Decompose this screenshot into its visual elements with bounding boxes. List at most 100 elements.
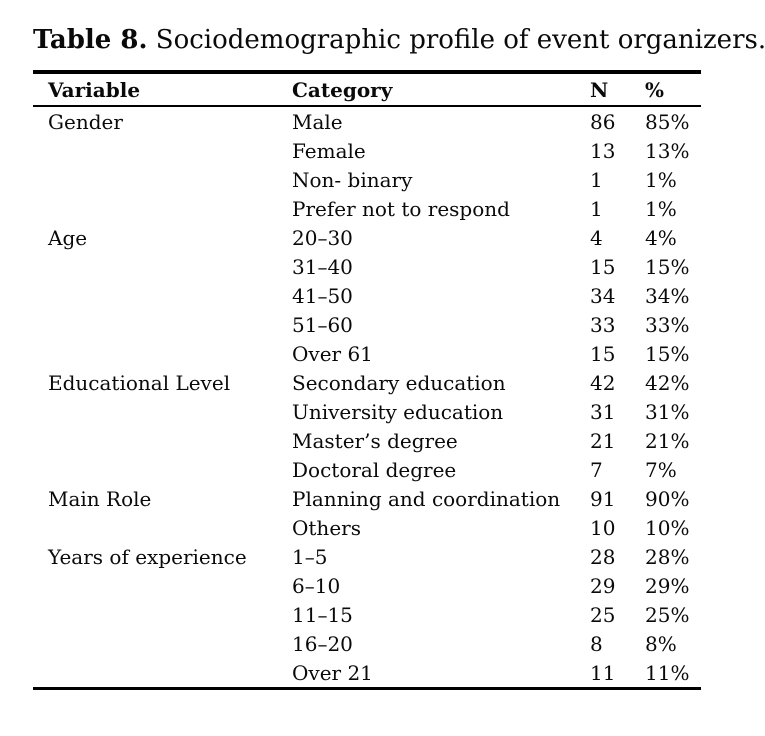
cell-percent: 42% (645, 370, 690, 395)
table-row: Main Role Planning and coordination 91 90% (33, 484, 701, 513)
cell-n: 1 (590, 167, 603, 192)
table-row: Prefer not to respond 1 1% (33, 194, 701, 223)
cell-category: 6–10 (292, 573, 341, 598)
cell-percent: 29% (645, 573, 690, 598)
table-body: Gender Male 86 85% Female 13 13% Non- binary 1 1%… (33, 106, 701, 689)
cell-percent: 10% (645, 515, 690, 540)
header-variable: Variable (33, 72, 292, 107)
cell-n: 10 (590, 515, 616, 540)
table-row: 6–10 29 29% (33, 571, 701, 600)
cell-n: 86 (590, 109, 616, 134)
cell-category: 16–20 (292, 631, 353, 656)
table-row: Doctoral degree 7 7% (33, 455, 701, 484)
cell-n: 11 (590, 660, 616, 685)
cell-category: University education (292, 399, 504, 424)
cell-percent: 90% (645, 486, 690, 511)
table-row: Over 61 15 15% (33, 339, 701, 368)
table-row: 31–40 15 15% (33, 252, 701, 281)
table-row: Gender Male 86 85% (33, 106, 701, 136)
table-caption-label: Table 8. (33, 25, 148, 55)
page: Table 8. Sociodemographic profile of eve… (33, 22, 765, 690)
cell-percent: 15% (645, 254, 690, 279)
cell-percent: 15% (645, 341, 690, 366)
cell-variable (33, 513, 292, 542)
cell-variable: Main Role (48, 486, 152, 511)
cell-category: 11–15 (292, 602, 353, 627)
cell-n: 42 (590, 370, 616, 395)
cell-variable (33, 310, 292, 339)
cell-percent: 4% (645, 225, 677, 250)
cell-n: 33 (590, 312, 616, 337)
cell-n: 29 (590, 573, 616, 598)
cell-category: Over 61 (292, 341, 373, 366)
cell-percent: 8% (645, 631, 677, 656)
cell-category: Planning and coordination (292, 486, 561, 511)
table-row: 11–15 25 25% (33, 600, 701, 629)
cell-variable (33, 397, 292, 426)
cell-category: Master’s degree (292, 428, 458, 453)
table-row: Educational Level Secondary education 42 42… (33, 368, 701, 397)
cell-percent: 21% (645, 428, 690, 453)
cell-n: 8 (590, 631, 603, 656)
table-row: Over 21 11 11% (33, 658, 701, 689)
cell-n: 7 (590, 457, 603, 482)
cell-n: 15 (590, 254, 616, 279)
cell-n: 13 (590, 138, 616, 163)
cell-n: 4 (590, 225, 603, 250)
cell-variable (33, 455, 292, 484)
cell-category: Others (292, 515, 361, 540)
cell-percent: 1% (645, 196, 677, 221)
table-row: Age 20–30 4 4% (33, 223, 701, 252)
cell-variable (33, 339, 292, 368)
table-row: 16–20 8 8% (33, 629, 701, 658)
cell-variable: Educational Level (48, 370, 231, 395)
cell-percent: 31% (645, 399, 690, 424)
cell-variable (33, 252, 292, 281)
cell-percent: 33% (645, 312, 690, 337)
table-row: Female 13 13% (33, 136, 701, 165)
cell-variable (33, 600, 292, 629)
table-row: Others 10 10% (33, 513, 701, 542)
cell-category: Prefer not to respond (292, 196, 510, 221)
cell-variable: Age (48, 225, 88, 250)
table-row: Non- binary 1 1% (33, 165, 701, 194)
cell-category: Female (292, 138, 366, 163)
header-category: Category (292, 72, 590, 107)
cell-n: 31 (590, 399, 616, 424)
cell-category: 20–30 (292, 225, 353, 250)
cell-variable (33, 281, 292, 310)
cell-variable (33, 571, 292, 600)
table-row: University education 31 31% (33, 397, 701, 426)
cell-percent: 85% (645, 109, 690, 134)
cell-variable (33, 629, 292, 658)
table-caption-text: Sociodemographic profile of event organi… (155, 25, 765, 55)
cell-category: 41–50 (292, 283, 353, 308)
cell-percent: 11% (645, 660, 690, 685)
table-caption: Table 8. Sociodemographic profile of eve… (33, 22, 765, 58)
cell-category: Secondary education (292, 370, 506, 395)
cell-variable: Years of experience (48, 544, 247, 569)
cell-category: Over 21 (292, 660, 373, 685)
cell-category: 1–5 (292, 544, 328, 569)
cell-category: 31–40 (292, 254, 353, 279)
header-percent: % (645, 72, 701, 107)
cell-percent: 13% (645, 138, 690, 163)
cell-n: 25 (590, 602, 616, 627)
cell-n: 21 (590, 428, 616, 453)
table-header: Variable Category N % (33, 72, 701, 107)
cell-n: 1 (590, 196, 603, 221)
cell-variable: Gender (48, 109, 123, 134)
cell-category: 51–60 (292, 312, 353, 337)
table-row: 41–50 34 34% (33, 281, 701, 310)
cell-variable (33, 658, 292, 689)
cell-percent: 7% (645, 457, 677, 482)
cell-n: 28 (590, 544, 616, 569)
table-row: Years of experience 1–5 28 28% (33, 542, 701, 571)
cell-category: Male (292, 109, 343, 134)
cell-variable (33, 194, 292, 223)
cell-percent: 28% (645, 544, 690, 569)
table-row: Master’s degree 21 21% (33, 426, 701, 455)
cell-variable (33, 165, 292, 194)
cell-variable (33, 136, 292, 165)
cell-n: 91 (590, 486, 616, 511)
